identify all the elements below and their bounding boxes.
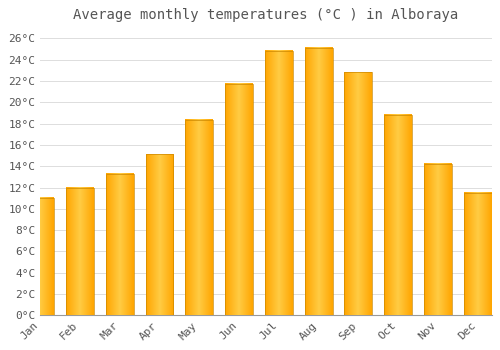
Bar xyxy=(66,188,94,315)
Title: Average monthly temperatures (°C ) in Alboraya: Average monthly temperatures (°C ) in Al… xyxy=(74,8,458,22)
Bar xyxy=(146,154,174,315)
Bar xyxy=(265,51,293,315)
Bar xyxy=(186,120,213,315)
Bar xyxy=(344,72,372,315)
Bar xyxy=(464,193,491,315)
Bar xyxy=(26,198,54,315)
Bar xyxy=(225,84,253,315)
Bar xyxy=(304,48,332,315)
Bar xyxy=(384,115,412,315)
Bar xyxy=(424,164,452,315)
Bar xyxy=(106,174,134,315)
